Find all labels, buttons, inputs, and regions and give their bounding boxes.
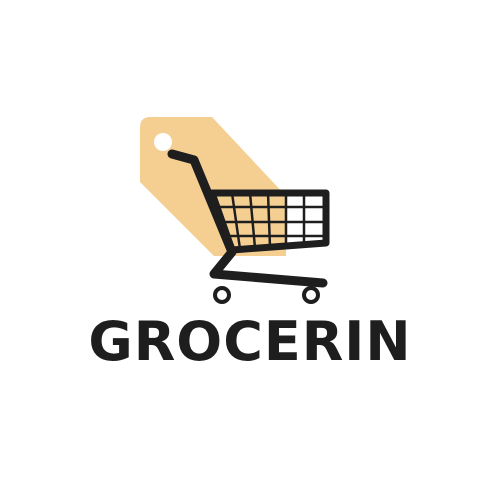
shopping-cart-icon xyxy=(167,149,330,304)
price-tag-hole xyxy=(154,133,172,151)
cart-grid xyxy=(218,191,328,251)
cart-basket xyxy=(208,189,330,254)
cart-wheel-left xyxy=(213,286,231,304)
brand-name: GROCERIN xyxy=(88,310,412,373)
cart-wheel-right xyxy=(302,286,320,304)
